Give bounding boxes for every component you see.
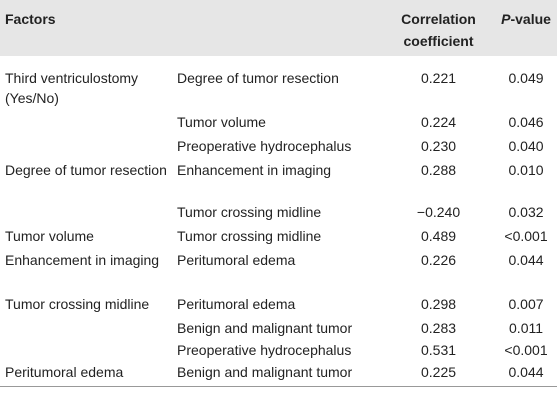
table-cell: Degree of tumor resection <box>177 70 339 86</box>
table-cell: 0.283 <box>420 320 457 336</box>
table-row: Preoperative hydrocephalus 0.531 <0.001 <box>0 340 557 362</box>
table-cell: Preoperative hydrocephalus <box>177 138 352 154</box>
header-cell: Factors <box>0 0 383 56</box>
table-cell: Peritumoral edema <box>177 252 296 268</box>
table-cell: Enhancement in imaging <box>177 162 332 178</box>
data-table: Factors Correlation coefficient P-value … <box>0 0 557 387</box>
table-cell: Peritumoral edema <box>177 296 296 312</box>
table-cell: Third ventriculostomy (Yes/No) <box>5 70 139 106</box>
table-cell: 0.226 <box>420 252 457 268</box>
table-cell: 0.040 <box>508 138 544 154</box>
table-cell: Tumor volume <box>177 114 266 130</box>
table-cell: Preoperative hydrocephalus <box>177 342 352 358</box>
table-cell: 0.007 <box>508 296 544 312</box>
table-cell: Peritumoral edema <box>5 364 124 380</box>
table-cell: 0.489 <box>420 228 457 244</box>
table-cell: <0.001 <box>504 228 548 244</box>
table-cell: 0.044 <box>508 252 544 268</box>
table-cell: 0.225 <box>420 364 457 380</box>
table-cell: 0.230 <box>420 138 457 154</box>
table-row: Benign and malignant tumor 0.283 0.011 <box>0 318 557 340</box>
table-row: Tumor volume Tumor crossing midline 0.489 <… <box>0 226 557 250</box>
table-cell: 0.288 <box>420 162 457 178</box>
table-cell: 0.298 <box>420 296 457 312</box>
table-cell: Benign and malignant tumor <box>177 320 353 336</box>
table-cell: Degree of tumor resection <box>5 162 167 178</box>
table-body: Third ventriculostomy (Yes/No) Degree of … <box>0 56 557 386</box>
table-cell: Benign and malignant tumor <box>177 364 353 380</box>
header-cell: P-value <box>495 0 557 56</box>
table-cell <box>0 318 172 340</box>
table-cell: 0.049 <box>508 70 544 86</box>
table-cell: 0.224 <box>420 114 457 130</box>
table-row: Third ventriculostomy (Yes/No) Degree of … <box>0 56 557 112</box>
table-cell: −0.240 <box>416 204 461 220</box>
table-cell: <0.001 <box>504 342 548 358</box>
table-cell <box>0 112 172 136</box>
table-row: Tumor volume 0.224 0.046 <box>0 112 557 136</box>
table-row: Peritumoral edema Benign and malignant tu… <box>0 362 557 386</box>
table-cell: Tumor volume <box>5 228 94 244</box>
header-text: -value <box>510 11 551 27</box>
table-cell <box>0 340 172 362</box>
table-cell <box>0 202 172 226</box>
table-cell: 0.531 <box>420 342 457 358</box>
table-cell: 0.032 <box>508 204 544 220</box>
table-cell: 0.044 <box>508 364 544 380</box>
table-cell: 0.010 <box>508 162 544 178</box>
table-cell: 0.011 <box>509 320 544 336</box>
table-cell: Tumor crossing midline <box>177 204 322 220</box>
header-cell: Correlation coefficient <box>382 0 496 56</box>
table-row: Enhancement in imaging Peritumoral edema 0… <box>0 250 557 294</box>
table-cell: Tumor crossing midline <box>177 228 322 244</box>
table-cell <box>0 136 172 160</box>
table-cell: 0.221 <box>420 70 457 86</box>
table-cell: 0.046 <box>508 114 544 130</box>
table-row: Tumor crossing midline Peritumoral edema 0… <box>0 294 557 318</box>
table-cell: Enhancement in imaging <box>5 252 160 268</box>
table-row: Tumor crossing midline −0.240 0.032 <box>0 202 557 226</box>
header-text: P <box>501 11 511 27</box>
table-cell: Tumor crossing midline <box>5 296 150 312</box>
table-row: Preoperative hydrocephalus 0.230 0.040 <box>0 136 557 160</box>
table-row: Degree of tumor resection Enhancement in … <box>0 160 557 202</box>
header-row: Factors Correlation coefficient P-value <box>0 0 557 56</box>
